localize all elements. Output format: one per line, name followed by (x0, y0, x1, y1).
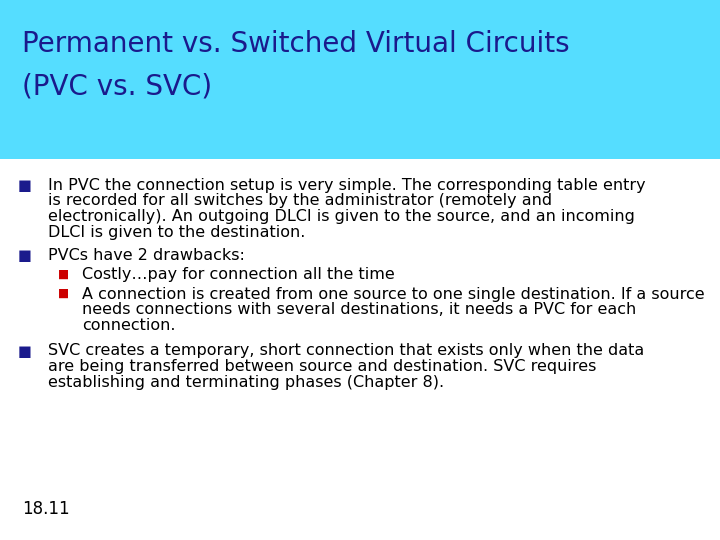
Text: (PVC vs. SVC): (PVC vs. SVC) (22, 72, 212, 100)
Text: PVCs have 2 drawbacks:: PVCs have 2 drawbacks: (48, 248, 245, 263)
Text: ■: ■ (58, 287, 69, 300)
Bar (0, 0, 720, 159)
Text: A connection is created from one source to one single destination. If a source: A connection is created from one source … (82, 287, 705, 302)
Text: Permanent vs. Switched Virtual Circuits: Permanent vs. Switched Virtual Circuits (22, 30, 570, 58)
Text: electronically). An outgoing DLCI is given to the source, and an incoming: electronically). An outgoing DLCI is giv… (48, 209, 635, 224)
Text: ■: ■ (18, 248, 32, 263)
Text: are being transferred between source and destination. SVC requires: are being transferred between source and… (48, 359, 596, 374)
Text: In PVC the connection setup is very simple. The corresponding table entry: In PVC the connection setup is very simp… (48, 178, 646, 193)
Text: DLCI is given to the destination.: DLCI is given to the destination. (48, 225, 305, 240)
Text: ■: ■ (18, 178, 32, 193)
Text: establishing and terminating phases (Chapter 8).: establishing and terminating phases (Cha… (48, 375, 444, 389)
Text: connection.: connection. (82, 318, 176, 333)
Text: needs connections with several destinations, it needs a PVC for each: needs connections with several destinati… (82, 302, 636, 318)
Text: is recorded for all switches by the administrator (remotely and: is recorded for all switches by the admi… (48, 193, 552, 208)
Text: ■: ■ (18, 343, 32, 359)
Text: Costly…pay for connection all the time: Costly…pay for connection all the time (82, 267, 395, 282)
Text: ■: ■ (58, 267, 69, 280)
Text: 18.11: 18.11 (22, 500, 70, 518)
Text: SVC creates a temporary, short connection that exists only when the data: SVC creates a temporary, short connectio… (48, 343, 644, 359)
